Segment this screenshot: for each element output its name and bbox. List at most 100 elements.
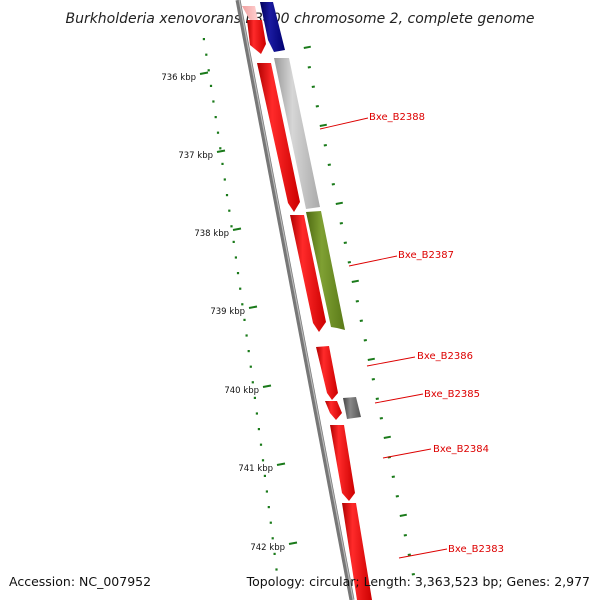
- dark-gray-feature[interactable]: [343, 397, 361, 419]
- outer-ruler-dash: [403, 534, 407, 537]
- outer-ruler-dash: [331, 183, 335, 186]
- ruler-dot: [273, 552, 276, 555]
- ruler-dot: [212, 100, 215, 103]
- ruler-dot: [249, 365, 252, 368]
- outer-ruler-dash: [303, 45, 311, 49]
- outer-ruler-dash: [383, 435, 391, 439]
- gene-label-bxe-b2388[interactable]: Bxe_B2388: [369, 112, 425, 123]
- outer-ruler-dash: [379, 417, 383, 420]
- ruler-dot: [209, 84, 213, 87]
- cds-feature[interactable]: [325, 401, 342, 420]
- outer-ruler-dash: [355, 300, 359, 303]
- outer-ruler-dash: [375, 397, 379, 400]
- outer-ruler-dash: [315, 105, 319, 108]
- gray-feature[interactable]: [274, 58, 320, 209]
- ruler-dot: [243, 318, 246, 321]
- tick-label-742: 742 kbp: [250, 543, 285, 553]
- gene-labels: Bxe_B2388 Bxe_B2387 Bxe_B2386 Bxe_B2385 …: [319, 112, 504, 559]
- ruler-dot: [202, 38, 205, 41]
- cds-feature[interactable]: [342, 503, 372, 600]
- outer-ruler-dash: [391, 475, 395, 478]
- ruler-dot: [234, 256, 237, 259]
- outer-ruler-dash: [399, 513, 407, 517]
- gene-label-bxe-b2386[interactable]: Bxe_B2386: [417, 351, 473, 362]
- ruler-dot: [251, 381, 254, 384]
- cds-feature[interactable]: [316, 346, 338, 400]
- outer-ruler-dash: [311, 85, 315, 88]
- ruler-dot: [245, 334, 248, 337]
- ruler-dot: [205, 53, 208, 56]
- ruler-labels: 736 kbp 737 kbp 738 kbp 739 kbp 740 kbp …: [161, 73, 285, 553]
- ruler-dot: [239, 287, 242, 290]
- genome-summary-text: Topology: circular; Length: 3,363,523 bp…: [246, 574, 590, 589]
- cds-feature[interactable]: [330, 425, 355, 501]
- ruler-dot: [247, 350, 250, 353]
- ruler-dot: [259, 443, 263, 446]
- outer-ruler-dash: [395, 495, 399, 498]
- outer-ruler-dash: [371, 378, 375, 381]
- ruler-dot: [236, 272, 240, 275]
- gene-label-bxe-b2384[interactable]: Bxe_B2384: [433, 444, 489, 455]
- outer-ruler-dash: [339, 222, 343, 225]
- ruler-dot: [241, 303, 244, 306]
- map-title: Burkholderia xenovorans LB400 chromosome…: [65, 11, 534, 27]
- outer-ruler-dash: [335, 201, 343, 205]
- ruler-dot: [230, 225, 233, 228]
- ruler-dot: [271, 537, 274, 540]
- ruler-dot: [265, 490, 268, 493]
- outer-ruler-dash: [323, 144, 327, 147]
- ruler-ticks: [199, 71, 298, 545]
- outer-ruler-dash: [327, 163, 331, 166]
- ruler-dot: [261, 459, 265, 462]
- ruler-major-tick: [216, 149, 226, 153]
- outer-ruler-dash: [319, 123, 327, 127]
- outer-track: [260, 2, 361, 419]
- ruler-dot: [225, 194, 229, 197]
- outer-ruler-dash: [307, 66, 311, 69]
- ruler-major-tick: [288, 541, 298, 545]
- ruler-dot: [263, 474, 266, 477]
- backbone: [235, 0, 355, 600]
- tick-label-737: 737 kbp: [178, 151, 213, 161]
- olive-feature[interactable]: [306, 211, 345, 330]
- ruler-major-tick: [199, 71, 209, 75]
- outer-ruler-dash: [347, 261, 351, 264]
- ruler-dot: [275, 568, 278, 571]
- ruler-dot: [255, 412, 258, 415]
- ruler-dot: [221, 162, 224, 165]
- outer-dashes: [303, 45, 415, 576]
- ruler-major-tick: [276, 462, 286, 466]
- outer-ruler-dash: [411, 573, 415, 576]
- outer-ruler-dash: [359, 319, 363, 322]
- cds-feature[interactable]: [247, 20, 266, 54]
- navy-feature[interactable]: [260, 2, 285, 52]
- gene-label-bxe-b2387[interactable]: Bxe_B2387: [398, 250, 454, 261]
- ruler-dot: [267, 506, 270, 509]
- inner-track: [242, 6, 372, 600]
- ruler-major-tick: [248, 305, 258, 309]
- tick-label-736: 736 kbp: [161, 73, 196, 83]
- ruler: [202, 38, 278, 571]
- ruler-dot: [257, 428, 260, 431]
- tick-label-739: 739 kbp: [210, 307, 245, 317]
- outer-ruler-dash: [367, 357, 375, 361]
- cds-feature[interactable]: [242, 6, 258, 22]
- gene-label-bxe-b2383[interactable]: Bxe_B2383: [448, 544, 504, 555]
- accession-text: Accession: NC_007952: [9, 574, 151, 589]
- outer-ruler-dash: [407, 553, 411, 556]
- ruler-dot: [216, 131, 220, 134]
- outer-ruler-dash: [343, 241, 347, 244]
- tick-label-741: 741 kbp: [238, 464, 273, 474]
- ruler-dot: [219, 147, 222, 150]
- outer-ruler-dash: [351, 279, 359, 283]
- cds-feature[interactable]: [257, 63, 300, 212]
- cds-feature[interactable]: [290, 215, 326, 332]
- ruler-dot: [269, 521, 272, 524]
- ruler-dot: [228, 209, 231, 212]
- ruler-dot: [253, 396, 256, 399]
- ruler-major-tick: [232, 227, 242, 231]
- gene-label-bxe-b2385[interactable]: Bxe_B2385: [424, 389, 480, 400]
- outer-ruler-dash: [363, 339, 367, 342]
- ruler-dot: [207, 69, 210, 72]
